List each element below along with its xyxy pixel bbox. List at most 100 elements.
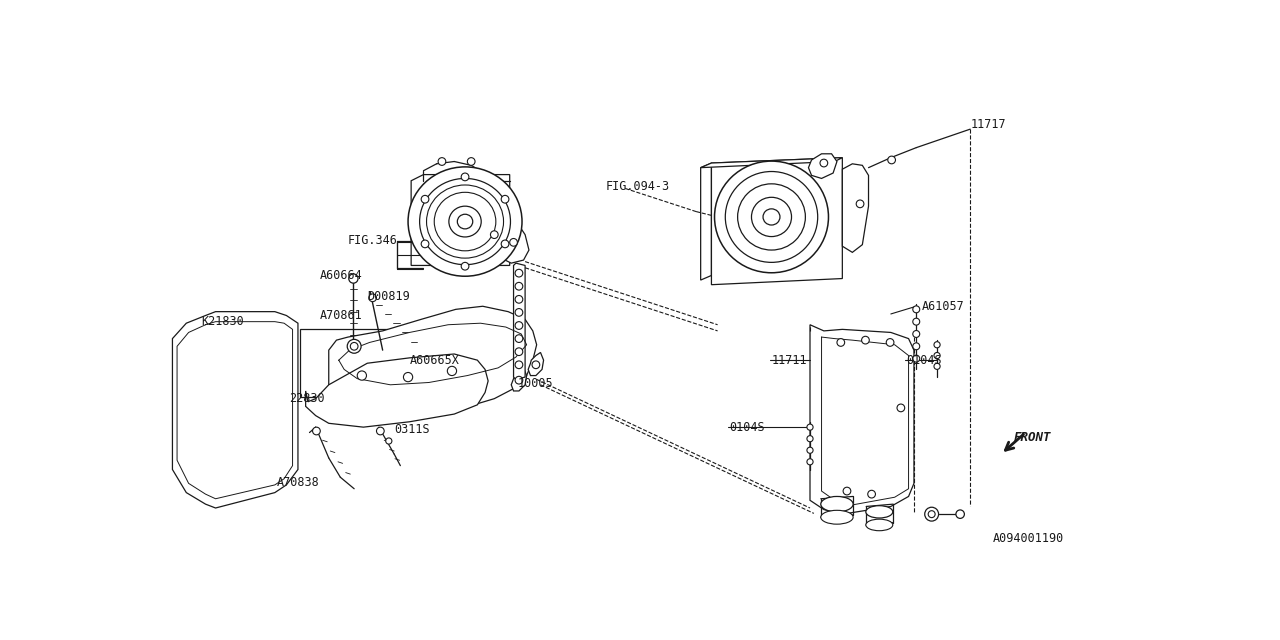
Circle shape [532,361,540,369]
Circle shape [806,436,813,442]
Polygon shape [809,154,837,179]
Text: 11711: 11711 [772,354,808,367]
Circle shape [934,364,940,369]
Circle shape [515,282,522,290]
Circle shape [515,335,522,342]
Ellipse shape [737,184,805,250]
Circle shape [820,159,828,167]
Ellipse shape [449,206,481,237]
Circle shape [897,404,905,412]
Circle shape [348,274,358,283]
Circle shape [357,371,366,380]
Circle shape [351,342,358,350]
Text: 0104S: 0104S [730,420,764,434]
Circle shape [888,156,896,164]
Circle shape [438,157,445,165]
Circle shape [868,490,876,498]
Circle shape [515,322,522,330]
Circle shape [385,438,392,444]
Polygon shape [529,353,544,376]
Text: FRONT: FRONT [1014,431,1052,444]
Ellipse shape [714,161,828,273]
Circle shape [928,511,936,518]
Text: D00819: D00819 [367,290,410,303]
Text: A70838: A70838 [278,476,320,489]
Polygon shape [511,368,526,391]
Circle shape [403,372,412,381]
Circle shape [913,343,920,350]
Circle shape [515,348,522,356]
Polygon shape [329,307,536,419]
Circle shape [913,306,920,313]
Text: 22830: 22830 [289,392,324,405]
Circle shape [515,269,522,277]
Circle shape [312,427,320,435]
Circle shape [886,339,893,346]
Polygon shape [810,324,914,514]
Circle shape [502,195,509,203]
Circle shape [515,308,522,316]
Circle shape [490,231,498,239]
Polygon shape [700,157,842,168]
Ellipse shape [865,519,892,531]
Circle shape [913,318,920,325]
Circle shape [934,353,940,358]
Circle shape [806,424,813,430]
Circle shape [861,336,869,344]
Circle shape [467,157,475,165]
Circle shape [509,239,517,246]
Circle shape [934,342,940,348]
Polygon shape [488,218,529,263]
Text: 11717: 11717 [970,118,1006,131]
Circle shape [369,294,376,301]
Circle shape [502,240,509,248]
Bar [301,330,387,397]
Circle shape [837,339,845,346]
Circle shape [421,240,429,248]
Text: K21830: K21830 [202,315,244,328]
Circle shape [856,200,864,208]
Text: A61057: A61057 [922,300,964,313]
Ellipse shape [434,192,495,251]
Polygon shape [411,175,509,266]
Circle shape [956,510,964,518]
Polygon shape [306,354,488,427]
Text: FIG.346: FIG.346 [348,234,398,246]
Circle shape [913,355,920,362]
Ellipse shape [865,506,892,518]
Ellipse shape [763,209,780,225]
Ellipse shape [457,214,472,229]
Text: 0311S: 0311S [394,423,430,436]
Ellipse shape [820,497,854,512]
Ellipse shape [426,185,503,258]
Circle shape [515,296,522,303]
Text: 0104S: 0104S [906,354,942,367]
Circle shape [913,330,920,337]
Text: FIG.094-3: FIG.094-3 [605,180,669,193]
Polygon shape [513,263,525,380]
Circle shape [515,361,522,369]
Circle shape [924,508,938,521]
Text: 10005: 10005 [517,377,553,390]
Polygon shape [700,163,712,280]
Polygon shape [712,157,842,285]
Ellipse shape [751,197,791,237]
Circle shape [376,427,384,435]
Circle shape [806,459,813,465]
Circle shape [461,262,468,270]
Polygon shape [842,164,869,252]
Ellipse shape [726,172,818,262]
Text: A70861: A70861 [320,309,362,322]
Circle shape [461,173,468,180]
Text: A094001190: A094001190 [993,532,1065,545]
Circle shape [806,447,813,453]
Ellipse shape [408,167,522,276]
Ellipse shape [420,179,511,265]
Circle shape [515,376,522,384]
Circle shape [844,487,851,495]
Circle shape [421,195,429,203]
Circle shape [347,339,361,353]
Text: A60665X: A60665X [410,354,460,367]
Circle shape [447,366,457,376]
Ellipse shape [820,510,854,524]
